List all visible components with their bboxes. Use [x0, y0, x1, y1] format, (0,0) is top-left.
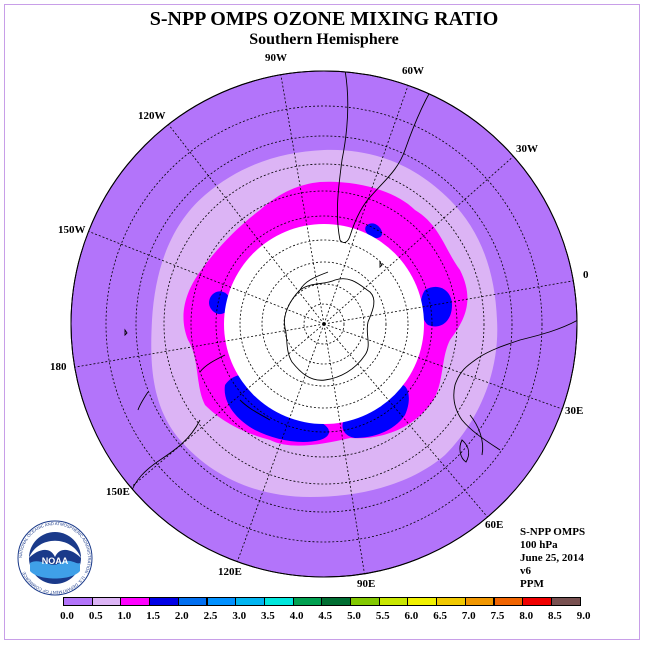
noaa-logo: NOAA NATIONAL OCEANIC AND ATMOSPHERIC AD…	[17, 520, 93, 596]
legend-label: 7.0	[461, 610, 476, 622]
lon-label: 90W	[265, 52, 287, 64]
longitude-labels: 90W 60W 30W 0 30E 60E 90E 120E 150E 180 …	[50, 52, 589, 590]
legend-swatch	[493, 597, 524, 606]
legend-label: 6.0	[404, 610, 419, 622]
legend-label: 0.0	[60, 610, 74, 622]
legend-label: 2.0	[174, 610, 189, 622]
map-title: S-NPP OMPS OZONE MIXING RATIO	[149, 8, 499, 30]
band-blue-southeast	[342, 384, 409, 438]
lon-label: 60W	[402, 65, 424, 77]
legend-swatch	[321, 597, 351, 606]
legend-label: 5.0	[347, 610, 361, 622]
band-blue-west	[209, 291, 231, 315]
legend-swatch	[63, 597, 93, 606]
legend-label: 2.5	[203, 610, 218, 622]
legend-swatch	[350, 597, 380, 606]
lon-label: 120E	[218, 566, 242, 578]
legend-label: 5.5	[375, 610, 390, 622]
lon-label: 30E	[565, 405, 583, 417]
figure-frame	[4, 4, 640, 640]
legend-label: 4.0	[289, 610, 304, 622]
legend-swatch	[177, 597, 208, 606]
info-units: PPM	[520, 578, 544, 590]
legend-label: 7.5	[490, 610, 505, 622]
legend-swatch	[149, 597, 179, 606]
meridians	[71, 71, 577, 577]
legend-swatch	[550, 597, 581, 606]
legend-swatch	[407, 597, 438, 606]
legend-swatch	[235, 597, 265, 606]
lon-label: 150W	[58, 224, 86, 236]
band-blue-east	[420, 286, 452, 327]
legend-swatch	[263, 597, 294, 606]
legend-label: 9.0	[576, 610, 591, 622]
legend-label: 8.0	[519, 610, 534, 622]
legend-label: 4.5	[318, 610, 333, 622]
lon-label: 150E	[106, 486, 130, 498]
legend-swatch	[522, 597, 552, 606]
legend-swatch	[378, 597, 409, 606]
legend-swatch	[120, 597, 151, 606]
lon-label: 180	[50, 361, 67, 373]
legend-swatch	[91, 597, 122, 606]
legend-swatch	[436, 597, 466, 606]
band-blue-north	[365, 223, 383, 239]
lon-label: 60E	[485, 519, 503, 531]
info-date: June 25, 2014	[520, 552, 584, 564]
legend-swatch	[206, 597, 237, 606]
info-level: 100 hPa	[520, 539, 558, 551]
lon-label: 120W	[138, 110, 166, 122]
map-subtitle: Southern Hemisphere	[249, 31, 399, 48]
lon-label: 30W	[516, 143, 538, 155]
lon-label: 0	[583, 269, 589, 281]
info-block: S-NPP OMPS 100 hPa June 25, 2014 v6 PPM	[520, 526, 585, 591]
info-instrument: S-NPP OMPS	[520, 526, 586, 538]
legend-label: 6.5	[433, 610, 447, 622]
legend-label: 1.5	[146, 610, 160, 622]
lon-label: 90E	[357, 578, 375, 590]
legend-swatch	[464, 597, 495, 606]
legend-label: 0.5	[88, 610, 103, 622]
legend-label: 1.0	[117, 610, 132, 622]
legend-label: 8.5	[548, 610, 562, 622]
legend-label: 3.0	[232, 610, 247, 622]
legend-label: 3.5	[261, 610, 275, 622]
latitude-circles	[105, 105, 543, 543]
noaa-logo-text: NOAA	[42, 556, 69, 566]
legend-swatch	[292, 597, 323, 606]
info-version: v6	[520, 565, 531, 577]
